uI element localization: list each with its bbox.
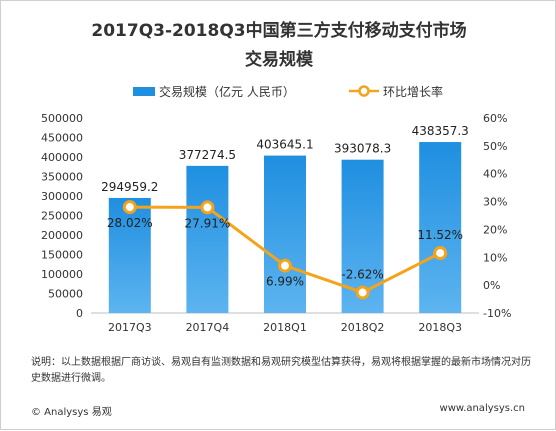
growth-rate-point	[278, 258, 292, 273]
legend-bar-swatch	[133, 87, 155, 96]
bar-value-label: 438357.3	[412, 124, 469, 138]
bar-value-label: 393078.3	[334, 142, 391, 156]
y-right-tick-label: 10%	[483, 251, 507, 264]
x-tick-label: 2017Q4	[186, 321, 230, 334]
y-left-tick-label: 250000	[41, 210, 83, 223]
y-left-tick-label: 50000	[48, 288, 83, 301]
y-left-tick-label: 100000	[41, 268, 83, 281]
y-left-tick-label: 400000	[41, 151, 83, 164]
legend-bar-label: 交易规模（亿元 人民币）	[159, 85, 295, 99]
footer-brand: © Analysys 易观	[31, 407, 112, 418]
bar	[264, 155, 306, 313]
footer-url: www.analysys.cn	[439, 403, 525, 414]
x-tick-label: 2017Q3	[108, 321, 152, 334]
chart-title-line1: 2017Q3-2018Q3中国第三方支付移动支付市场	[91, 21, 467, 41]
y-left-tick-label: 500000	[41, 112, 83, 125]
growth-rate-label: 28.02%	[107, 216, 153, 230]
growth-rate-point	[122, 200, 137, 215]
legend: 交易规模（亿元 人民币） 环比增长率	[1, 81, 556, 101]
x-tick-label: 2018Q2	[341, 321, 385, 334]
y-left-tick-label: 200000	[41, 229, 83, 242]
growth-rate-label: 11.52%	[417, 228, 463, 242]
growth-rate-point	[433, 246, 448, 261]
y-right-tick-label: 60%	[483, 112, 507, 125]
y-left-tick-label: 0	[76, 307, 83, 320]
y-left-tick-label: 300000	[41, 190, 83, 203]
bar	[108, 197, 151, 313]
y-right-tick-label: 40%	[483, 168, 507, 181]
growth-rate-point	[355, 285, 370, 300]
y-right-tick-label: 50%	[483, 140, 507, 153]
y-right-tick-label: 20%	[483, 223, 507, 236]
bar-value-label: 294959.2	[101, 180, 158, 194]
y-left-tick-label: 150000	[41, 249, 83, 262]
growth-rate-label: 27.91%	[185, 216, 231, 230]
growth-rate-label: 6.99%	[266, 275, 304, 289]
bar	[419, 142, 462, 313]
legend-line-label: 环比增长率	[383, 85, 444, 99]
chart-note: 说明：以上数据根据厂商访谈、易观自有监测数据和易观研究模型估算获得，易观将根据掌…	[31, 357, 531, 384]
bar	[186, 165, 229, 313]
chart-title-line2: 交易规模	[245, 50, 313, 70]
legend-line-swatch	[349, 85, 379, 97]
growth-rate-point	[200, 200, 215, 215]
y-left-tick-label: 350000	[41, 171, 83, 184]
y-right-tick-label: 30%	[483, 196, 507, 209]
y-left-tick-label: 450000	[41, 132, 83, 145]
y-right-tick-label: 0%	[483, 279, 500, 292]
growth-rate-label: -2.62%	[341, 267, 383, 281]
x-tick-label: 2018Q3	[418, 321, 462, 334]
x-tick-label: 2018Q1	[263, 321, 307, 334]
bar-value-label: 377274.5	[179, 148, 236, 162]
y-right-tick-label: -10%	[483, 307, 511, 320]
bar-value-label: 403645.1	[256, 138, 313, 152]
